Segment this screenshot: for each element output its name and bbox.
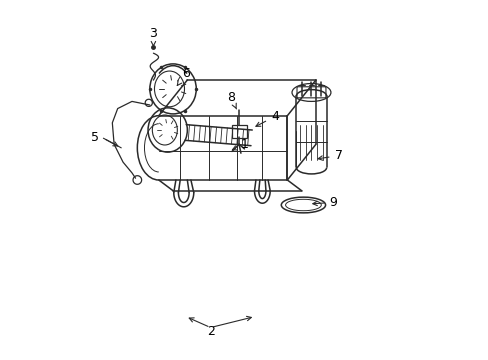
Text: 4: 4 [255,110,278,126]
Text: 8: 8 [226,91,236,109]
Text: 6: 6 [177,67,189,86]
Text: 1: 1 [232,138,248,151]
Text: 5: 5 [91,131,99,144]
Text: 9: 9 [312,196,337,209]
Text: 3: 3 [149,27,157,46]
Text: 2: 2 [206,325,214,338]
Text: 7: 7 [318,149,342,162]
